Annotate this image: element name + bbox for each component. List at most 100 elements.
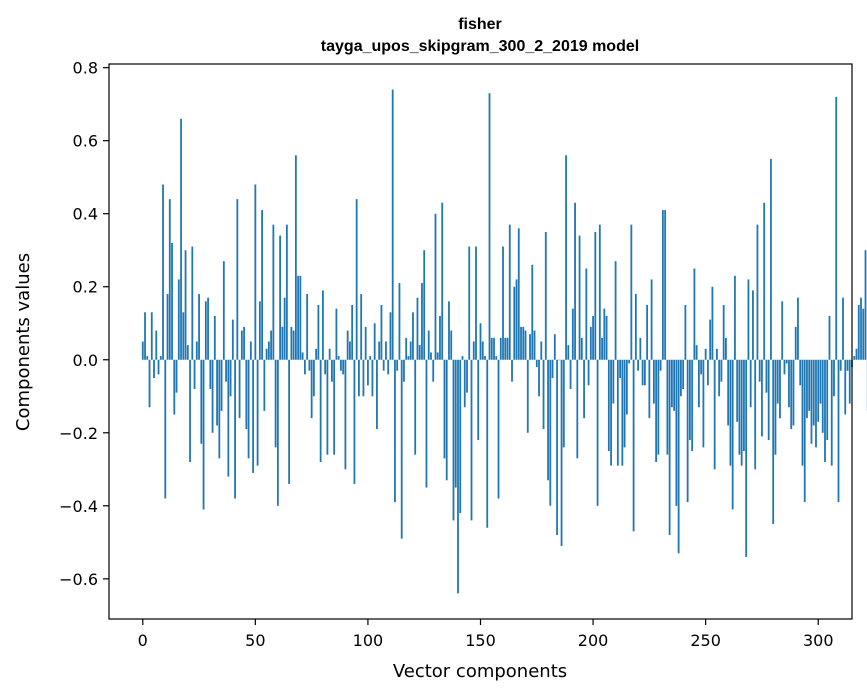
bar xyxy=(371,359,374,397)
x-tick-label: 0 xyxy=(138,631,148,650)
bar xyxy=(587,359,590,386)
bar xyxy=(790,359,793,430)
bar xyxy=(407,356,410,360)
bar xyxy=(833,359,835,397)
bar xyxy=(520,326,522,360)
bar xyxy=(585,268,588,360)
bar xyxy=(425,359,428,488)
bar xyxy=(445,359,448,481)
bar xyxy=(234,359,236,499)
bar xyxy=(860,297,862,360)
bar xyxy=(398,283,401,360)
bar xyxy=(475,246,477,360)
bar xyxy=(457,359,459,594)
bar xyxy=(655,359,658,462)
bar xyxy=(628,359,631,364)
bar xyxy=(236,199,239,360)
bar xyxy=(589,326,592,360)
bar xyxy=(844,359,847,415)
bar xyxy=(736,359,739,422)
bar xyxy=(270,330,273,360)
bar xyxy=(565,155,567,360)
bar xyxy=(412,312,414,360)
bar xyxy=(351,304,354,360)
bar xyxy=(229,359,232,397)
bar xyxy=(697,359,700,408)
bar xyxy=(204,301,207,360)
bar xyxy=(409,341,412,360)
bar xyxy=(308,359,311,371)
bar xyxy=(601,337,603,360)
bar xyxy=(835,96,838,360)
x-axis-label: Vector components xyxy=(393,661,567,682)
bar xyxy=(225,359,227,382)
bar xyxy=(310,359,313,419)
bar xyxy=(542,359,545,430)
bar xyxy=(619,359,621,379)
bar xyxy=(659,359,662,371)
bar xyxy=(466,359,468,393)
bar xyxy=(155,330,158,360)
bar xyxy=(265,348,268,360)
bar xyxy=(303,359,306,375)
bar xyxy=(821,359,824,433)
bar xyxy=(560,359,563,546)
bar xyxy=(634,294,637,360)
bar xyxy=(553,334,556,360)
bar xyxy=(562,359,565,448)
bar xyxy=(535,359,538,368)
bar xyxy=(862,308,865,360)
bar xyxy=(238,359,241,419)
bar xyxy=(376,359,378,430)
bar xyxy=(855,348,858,360)
bar xyxy=(727,359,730,426)
chart-title: fisher xyxy=(458,16,502,33)
bar xyxy=(673,359,676,411)
bar xyxy=(592,315,594,360)
bar xyxy=(337,356,340,360)
bar xyxy=(747,279,750,360)
bar xyxy=(598,224,601,360)
bar xyxy=(639,337,642,360)
bar xyxy=(682,359,685,389)
bar xyxy=(815,359,817,448)
bar xyxy=(191,246,194,360)
bar xyxy=(824,359,826,462)
bar xyxy=(490,337,493,360)
bar xyxy=(452,359,455,521)
bar xyxy=(493,337,495,360)
bar xyxy=(713,359,716,470)
bar xyxy=(285,224,288,360)
bar xyxy=(666,359,669,455)
bar xyxy=(738,359,741,455)
bar xyxy=(664,210,667,360)
bar xyxy=(806,359,808,419)
bar xyxy=(704,348,707,360)
bar xyxy=(164,359,167,499)
bar xyxy=(360,294,363,360)
y-tick-label: −0.2 xyxy=(59,424,98,443)
y-tick-label: 0.4 xyxy=(73,205,98,224)
bar xyxy=(763,202,766,360)
bar xyxy=(353,359,356,484)
bar xyxy=(243,326,245,360)
bar xyxy=(367,359,369,386)
bar xyxy=(430,352,432,360)
bar xyxy=(416,297,419,360)
bar xyxy=(263,359,266,411)
bar xyxy=(517,228,520,360)
bar xyxy=(772,359,775,525)
bar xyxy=(558,359,561,361)
bar xyxy=(340,359,342,371)
bar xyxy=(150,312,153,360)
bar xyxy=(718,359,721,397)
bar xyxy=(198,294,200,360)
bar xyxy=(499,337,502,360)
bar xyxy=(785,359,788,364)
bar xyxy=(770,158,772,360)
bar xyxy=(799,359,802,386)
bar xyxy=(756,224,759,360)
bar xyxy=(240,330,243,360)
bar xyxy=(427,330,430,360)
bar xyxy=(731,359,734,510)
